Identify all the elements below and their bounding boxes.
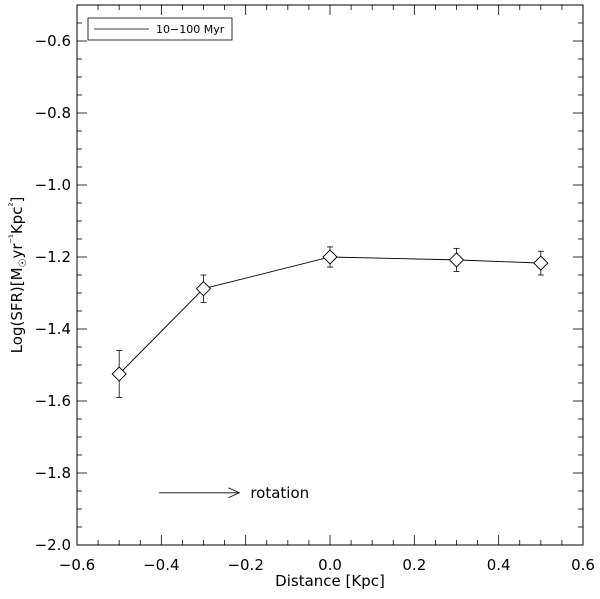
x-axis-ticks: −0.6 −0.4 −0.2 0.0 0.2 0.4 0.6 <box>59 5 595 574</box>
annotation-layer: rotation <box>159 484 309 502</box>
y-axis-ticks: −2.0 −1.8 −1.6 −1.4 −1.2 −1.0 −0.8 −0.6 <box>35 4 583 554</box>
y-axis-label: Log(SFR)[M☉yr⁻¹Kpc²] <box>8 197 29 354</box>
x-tick-label: 0.0 <box>318 556 342 574</box>
x-tick-label: 0.4 <box>487 556 511 574</box>
legend-label: 10−100 Myr <box>156 23 225 36</box>
y-tick-label: −1.8 <box>35 464 71 482</box>
y-tick-label: −2.0 <box>35 536 71 554</box>
legend: 10−100 Myr <box>87 17 233 41</box>
data-point <box>111 366 127 382</box>
x-tick-label: −0.6 <box>59 556 95 574</box>
data-point <box>533 255 549 271</box>
y-tick-label: −1.2 <box>35 248 71 266</box>
y-tick-label: −0.6 <box>35 32 71 50</box>
y-tick-label: −0.8 <box>35 104 71 122</box>
data-point <box>322 249 338 265</box>
legend-box <box>87 17 233 41</box>
annotation-label: rotation <box>250 484 309 502</box>
y-tick-label: −1.4 <box>35 320 71 338</box>
data-point <box>195 281 212 297</box>
x-tick-label: −0.4 <box>143 556 179 574</box>
y-tick-label: −1.0 <box>35 176 71 194</box>
annotation-arrow-head <box>228 487 241 499</box>
y-tick-label: −1.6 <box>35 392 71 410</box>
x-axis-label: Distance [Kpc] <box>275 572 385 590</box>
x-tick-label: −0.2 <box>227 556 263 574</box>
x-tick-label: 0.6 <box>571 556 595 574</box>
data-point <box>448 252 465 268</box>
x-tick-label: 0.2 <box>402 556 426 574</box>
series-layer <box>111 246 549 398</box>
